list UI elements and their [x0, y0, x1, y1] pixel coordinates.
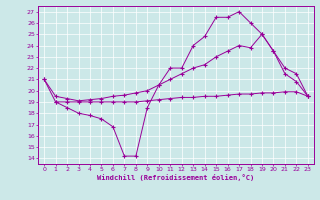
- X-axis label: Windchill (Refroidissement éolien,°C): Windchill (Refroidissement éolien,°C): [97, 174, 255, 181]
